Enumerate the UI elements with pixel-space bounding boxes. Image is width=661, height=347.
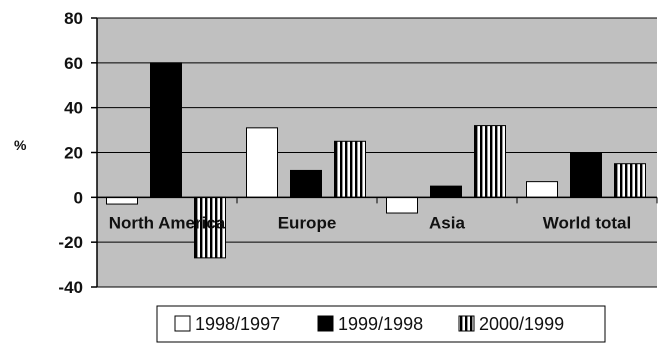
legend-swatch [458, 315, 475, 332]
category-label: Europe [278, 213, 337, 232]
labels: North America Europe Asia World total [109, 213, 631, 232]
bar-1999-1998-north-america [150, 62, 182, 198]
legend: 1998/1997 1999/1998 2000/1999 [156, 305, 606, 343]
plot-area: 80 60 40 20 0 -20 -40 [58, 9, 658, 297]
category-label: World total [543, 213, 631, 232]
bar-1998-1997-asia [386, 196, 418, 214]
bar-2000-1999-north-america [194, 196, 226, 259]
y-tick-label: 80 [64, 9, 83, 28]
y-tick-label: -40 [58, 278, 83, 297]
y-tick-label: 20 [64, 144, 83, 163]
bar-1999-1998-asia [430, 185, 462, 198]
y-tick-label: 40 [64, 99, 83, 118]
legend-box [156, 305, 606, 343]
legend-swatch [174, 315, 191, 332]
legend-label: 2000/1999 [479, 314, 564, 334]
y-tick-label: -20 [58, 233, 83, 252]
bar-2000-1999-europe [334, 140, 366, 198]
bar-1999-1998-world-total [570, 152, 602, 198]
legend-label: 1999/1998 [338, 314, 423, 334]
legend-swatch [317, 315, 334, 332]
y-tick-label: 0 [74, 188, 83, 207]
bar-1998-1997-europe [246, 127, 278, 198]
bar-1998-1997-world-total [526, 181, 558, 198]
bar-2000-1999-asia [474, 125, 506, 198]
bar-1999-1998-europe [290, 169, 322, 198]
y-axis-title: % [14, 137, 27, 153]
bar-2000-1999-world-total [614, 163, 646, 198]
bars [97, 62, 657, 259]
bar-1998-1997-north-america [106, 196, 138, 205]
category-label: Asia [429, 213, 465, 232]
category-label: North America [109, 213, 226, 232]
legend-label: 1998/1997 [195, 314, 280, 334]
y-tick-label: 60 [64, 54, 83, 73]
